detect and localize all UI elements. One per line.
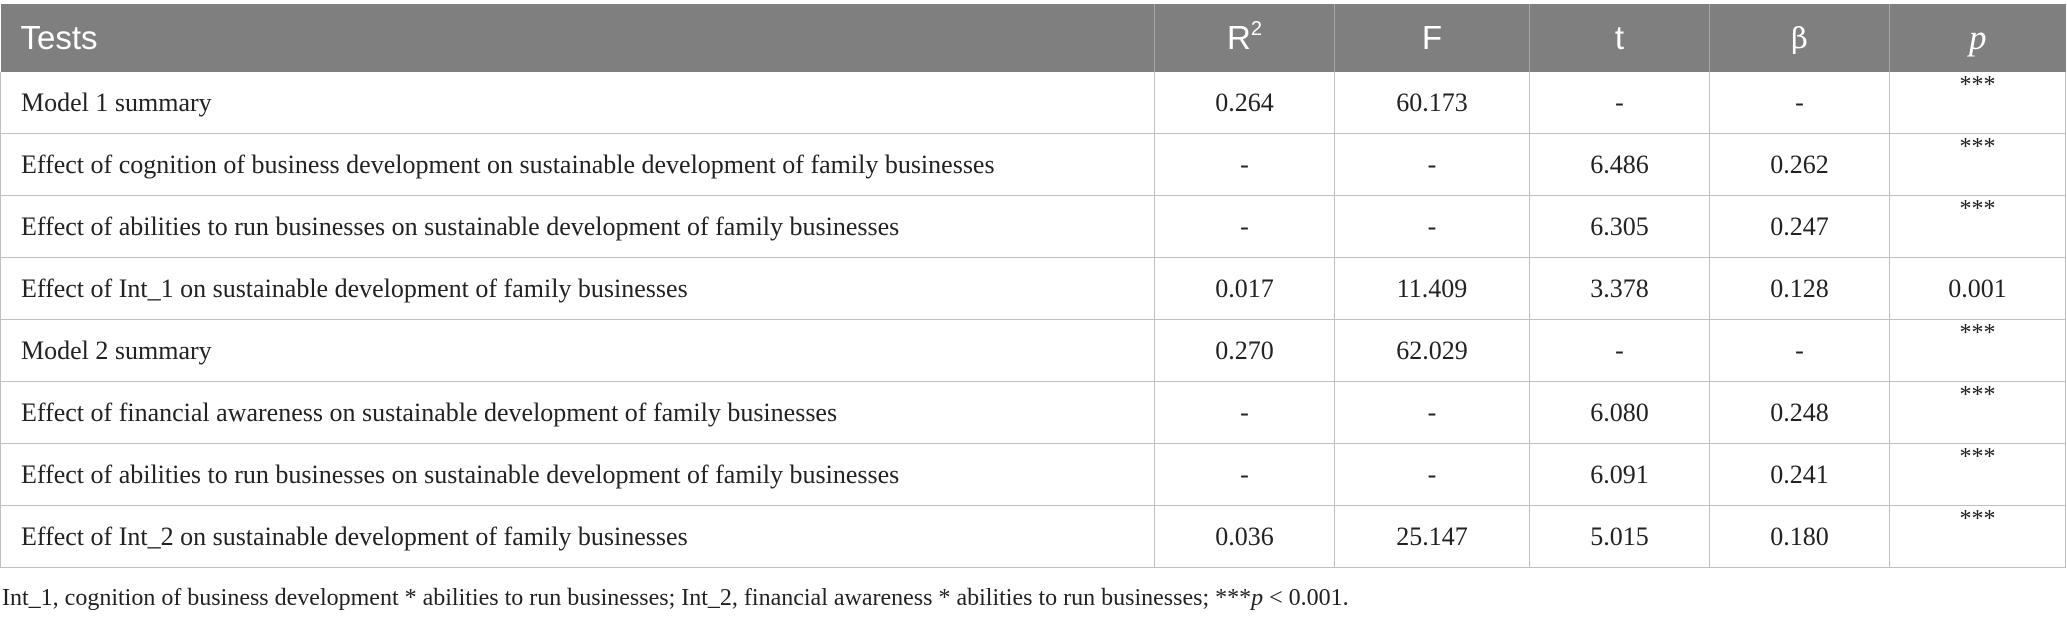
footnote-text-after: < 0.001. (1263, 585, 1349, 611)
table-row: Effect of cognition of business developm… (0, 133, 2066, 196)
cell-f: 60.173 (1334, 72, 1530, 134)
cell-p: *** (1889, 381, 2066, 444)
cell-test: Effect of cognition of business developm… (0, 133, 1155, 196)
table-body: Model 1 summary 0.264 60.173- - *** Effect of… (0, 72, 2066, 568)
table-row: Model 1 summary 0.264 60.173- - *** (0, 72, 2066, 134)
cell-beta: 0.248 (1709, 381, 1890, 444)
cell-p: *** (1889, 133, 2066, 196)
cell-f: 11.409 (1334, 257, 1530, 320)
cell-p: *** (1889, 443, 2066, 506)
cell-p: *** (1889, 72, 2066, 134)
cell-t: 6.091 (1529, 443, 1710, 506)
cell-r-squared: 0.017 (1154, 257, 1335, 320)
cell-t: 6.486 (1529, 133, 1710, 196)
table-row: Effect of abilities to run businesses on… (0, 443, 2066, 506)
cell-t: 6.080 (1529, 381, 1710, 444)
cell-beta: 0.247 (1709, 195, 1890, 258)
table-row: Effect of abilities to run businesses on… (0, 195, 2066, 258)
cell-p: *** (1889, 319, 2066, 382)
cell-f: 62.029 (1334, 319, 1530, 382)
table-footnote: Int_1, cognition of business development… (2, 585, 1349, 612)
header-p: p (1889, 4, 2066, 72)
table-row: Effect of Int_1 on sustainable developme… (0, 257, 2066, 320)
footnote-p-symbol: p (1251, 585, 1264, 611)
cell-beta: - (1709, 319, 1890, 382)
cell-test: Model 2 summary (0, 319, 1155, 382)
header-f: F (1334, 4, 1530, 72)
cell-p: *** (1889, 195, 2066, 258)
cell-test: Effect of financial awareness on sustain… (0, 381, 1155, 444)
cell-f: - (1334, 443, 1530, 506)
cell-f: - (1334, 195, 1530, 258)
cell-t: 5.015 (1529, 505, 1710, 568)
table-header: Tests R2 F t β p (0, 4, 2066, 72)
cell-r-squared: - (1154, 133, 1335, 196)
cell-t: - (1529, 72, 1710, 134)
cell-beta: - (1709, 72, 1890, 134)
cell-r-squared: 0.036 (1154, 505, 1335, 568)
table-row: Model 2 summary 0.270 62.029- - *** (0, 319, 2066, 382)
cell-r-squared: - (1154, 443, 1335, 506)
cell-p: 0.001 (1889, 257, 2066, 320)
cell-beta: 0.128 (1709, 257, 1890, 320)
cell-beta: 0.241 (1709, 443, 1890, 506)
cell-f: - (1334, 381, 1530, 444)
cell-test: Effect of Int_1 on sustainable developme… (0, 257, 1155, 320)
regression-results-table: Tests R2 F t β p Model 1 summary 0.264 60.… (0, 4, 2066, 568)
cell-p: *** (1889, 505, 2066, 568)
header-r-squared-base: R (1227, 19, 1251, 56)
cell-t: 3.378 (1529, 257, 1710, 320)
cell-r-squared: - (1154, 381, 1335, 444)
table-row: Effect of financial awareness on sustain… (0, 381, 2066, 444)
cell-beta: 0.180 (1709, 505, 1890, 568)
results-table-container: Tests R2 F t β p Model 1 summary 0.264 60.… (0, 4, 2066, 568)
cell-f: - (1334, 133, 1530, 196)
footnote-text-before: Int_1, cognition of business development… (2, 585, 1252, 611)
cell-test: Effect of Int_2 on sustainable developme… (0, 505, 1155, 568)
cell-t: 6.305 (1529, 195, 1710, 258)
cell-r-squared: - (1154, 195, 1335, 258)
table-row: Effect of Int_2 on sustainable developme… (0, 505, 2066, 568)
cell-test: Model 1 summary (0, 72, 1155, 134)
header-tests: Tests (0, 4, 1155, 72)
cell-r-squared: 0.270 (1154, 319, 1335, 382)
cell-t: - (1529, 319, 1710, 382)
cell-test: Effect of abilities to run businesses on… (0, 443, 1155, 506)
cell-f: 25.147 (1334, 505, 1530, 568)
cell-r-squared: 0.264 (1154, 72, 1335, 134)
cell-test: Effect of abilities to run businesses on… (0, 195, 1155, 258)
cell-beta: 0.262 (1709, 133, 1890, 196)
header-r-squared-superscript: 2 (1250, 18, 1262, 40)
header-row: Tests R2 F t β p (0, 4, 2066, 72)
header-r-squared: R2 (1154, 4, 1335, 72)
header-beta: β (1709, 4, 1890, 72)
header-t: t (1529, 4, 1710, 72)
